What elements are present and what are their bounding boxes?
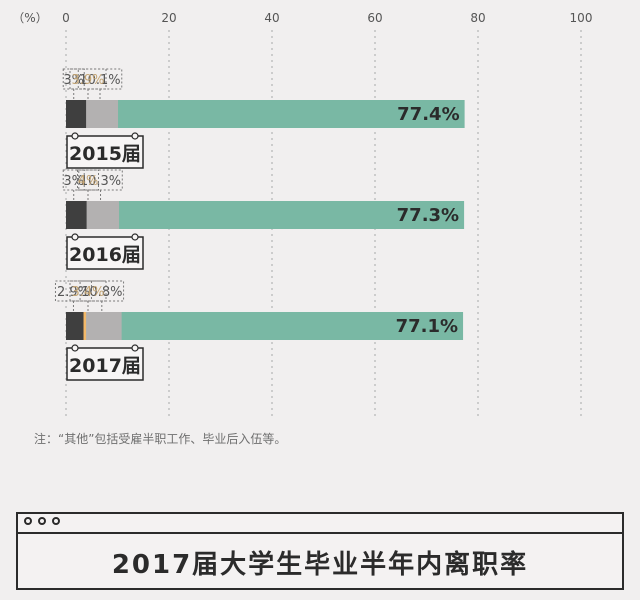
stacked-bar-chart: （%） 0 20 40 60 80 10077.4%3%10.1%3.9%2015届77.3… xyxy=(12,11,593,420)
card-ring-icon xyxy=(71,233,79,241)
window-dot-icon xyxy=(24,517,32,525)
data-label: 77.4% xyxy=(397,104,459,125)
title-window: 2017届大学生毕业半年内离职率 xyxy=(16,512,624,590)
x-tick-label: 20 xyxy=(161,11,176,25)
data-label: 3% xyxy=(63,73,84,88)
bar-segment xyxy=(66,201,465,229)
data-label: 3.9% xyxy=(71,73,104,88)
data-label-box xyxy=(77,169,99,191)
data-label: 10.1% xyxy=(79,73,120,88)
category-label: 2017届 xyxy=(69,355,141,377)
category-label: 2015届 xyxy=(69,143,141,165)
data-label: 10.8% xyxy=(81,285,122,300)
x-tick-label: 40 xyxy=(264,11,279,25)
card-ring-icon xyxy=(71,132,79,140)
data-label: 3% xyxy=(63,174,84,189)
data-label: 10.3% xyxy=(80,174,121,189)
category-label-card xyxy=(66,236,144,270)
chart-title: 2017届大学生毕业半年内离职率 xyxy=(111,550,529,580)
data-label: 2.9% xyxy=(57,285,90,300)
card-ring-icon xyxy=(131,344,139,352)
bar-segment xyxy=(66,100,465,128)
card-ring-icon xyxy=(71,344,79,352)
x-tick-label: 100 xyxy=(570,11,593,25)
data-label: 77.3% xyxy=(397,205,459,226)
x-tick-label: 60 xyxy=(367,11,382,25)
category-label-card xyxy=(66,135,144,169)
data-label: 4% xyxy=(78,174,99,189)
data-label-box xyxy=(62,169,85,191)
data-label: 3.4% xyxy=(71,285,104,300)
x-axis-unit: （%） xyxy=(12,11,47,25)
window-dot-icon xyxy=(38,517,46,525)
card-ring-icon xyxy=(131,233,139,241)
x-tick-label: 80 xyxy=(470,11,485,25)
window-dot-icon xyxy=(52,517,60,525)
footnote: 注：“其他”包括受雇半职工作、毕业后入伍等。 xyxy=(34,432,287,446)
x-tick-label: 0 xyxy=(62,11,70,25)
category-label-card xyxy=(66,347,144,381)
bar-segment xyxy=(66,201,87,229)
bar-segment xyxy=(66,100,87,128)
category-label: 2016届 xyxy=(69,244,141,266)
data-label-box xyxy=(62,68,85,90)
card-ring-icon xyxy=(131,132,139,140)
bar-segment xyxy=(66,312,464,340)
title-window-bar xyxy=(18,514,622,534)
bar-segment xyxy=(66,312,84,340)
data-label: 77.1% xyxy=(396,316,458,337)
